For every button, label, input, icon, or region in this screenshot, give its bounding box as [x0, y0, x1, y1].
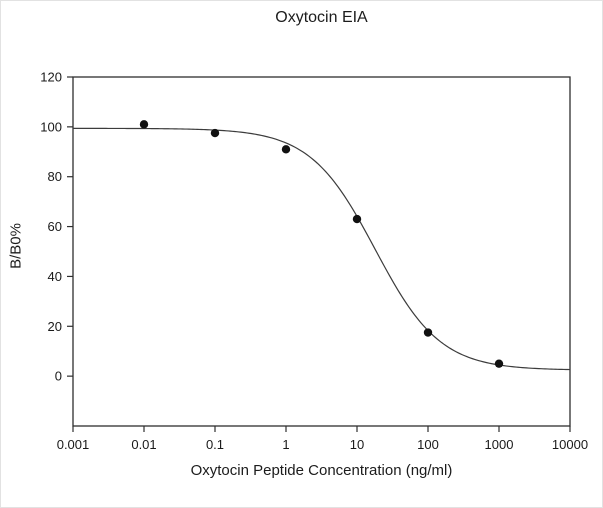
- x-tick-label: 0.01: [131, 437, 156, 452]
- y-tick-label: 40: [48, 269, 62, 284]
- data-point-marker: [352, 214, 362, 224]
- plot-frame: [72, 76, 571, 427]
- x-tick-label: 1000: [485, 437, 514, 452]
- x-tick-label: 1: [282, 437, 289, 452]
- x-tick-label: 10000: [552, 437, 588, 452]
- data-point-marker: [281, 145, 291, 154]
- data-point-marker: [423, 328, 433, 337]
- x-tick-label: 10: [350, 437, 364, 452]
- x-tick-label: 100: [417, 437, 439, 452]
- chart-title: Oxytocin EIA: [275, 9, 368, 26]
- x-axis-label: Oxytocin Peptide Concentration (ng/ml): [190, 462, 453, 479]
- x-tick-label: 0.001: [57, 437, 90, 452]
- y-tick-label: 120: [40, 70, 62, 85]
- y-tick-label: 60: [48, 219, 62, 234]
- fit-curve: [72, 127, 571, 371]
- data-point-marker: [494, 359, 504, 368]
- data-point-marker: [139, 120, 149, 129]
- y-tick-label: 0: [55, 369, 62, 384]
- x-tick-label: 0.1: [206, 437, 224, 452]
- data-point-marker: [210, 128, 220, 138]
- y-tick-label: 80: [48, 169, 62, 184]
- y-tick-label: 20: [48, 319, 62, 334]
- y-tick-label: 100: [40, 119, 62, 134]
